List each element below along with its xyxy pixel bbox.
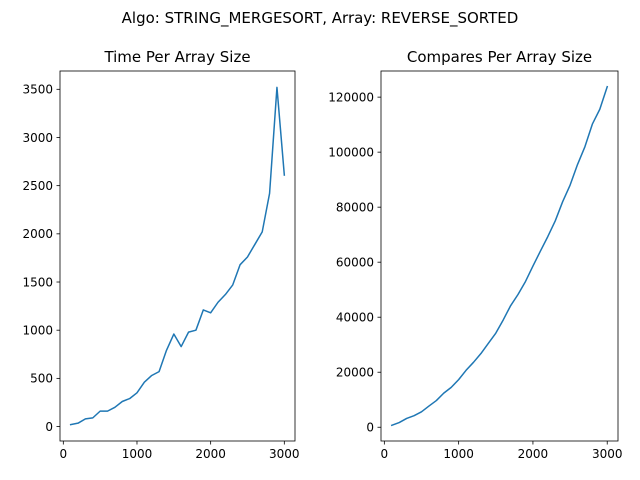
time-chart-frame: [59, 70, 296, 442]
compares-series-line: [390, 85, 609, 427]
compares-y-tick-label: 40000: [336, 311, 374, 325]
time-y-tick-label: 0: [45, 420, 53, 434]
compares-x-tick-label: 2000: [518, 447, 549, 461]
time-chart-x-axis: 0 1000 2000 3000: [59, 441, 300, 461]
time-x-tick-label: 2000: [195, 447, 226, 461]
compares-y-tick-label: 80000: [336, 200, 374, 214]
figure-suptitle: Algo: STRING_MERGESORT, Array: REVERSE_S…: [122, 9, 519, 28]
compares-y-tick-label: 0: [366, 421, 374, 435]
compares-x-tick-label: 3000: [592, 447, 623, 461]
compares-chart-frame: [380, 70, 619, 442]
time-y-tick-label: 3000: [22, 131, 53, 145]
time-chart-title: Time Per Array Size: [103, 48, 250, 66]
time-y-tick-label: 2000: [22, 227, 53, 241]
compares-chart-y-axis: 0 20000 40000 60000 80000 100000 120000: [328, 90, 381, 435]
compares-y-tick-label: 120000: [328, 90, 374, 104]
time-y-tick-label: 1000: [22, 323, 53, 337]
compares-y-tick-label: 60000: [336, 255, 374, 269]
compares-y-tick-label: 20000: [336, 366, 374, 380]
compares-chart-title: Compares Per Array Size: [407, 48, 592, 66]
time-y-tick-label: 1500: [22, 275, 53, 289]
compares-chart: Compares Per Array Size 0 1000 2000 3000 0 2…: [328, 48, 622, 461]
time-x-tick-label: 1000: [122, 447, 153, 461]
time-y-tick-label: 2500: [22, 179, 53, 193]
time-chart-plot-area: [69, 86, 286, 426]
time-chart-y-axis: 0 500 1000 1500 2000 2500 3000 3500: [22, 83, 60, 434]
compares-x-tick-label: 1000: [443, 447, 474, 461]
time-x-tick-label: 0: [59, 447, 67, 461]
time-series-line: [69, 86, 286, 426]
time-x-tick-label: 3000: [269, 447, 300, 461]
compares-chart-x-axis: 0 1000 2000 3000: [381, 441, 623, 461]
compares-chart-plot-area: [390, 85, 609, 427]
time-y-tick-label: 3500: [22, 83, 53, 97]
time-y-tick-label: 500: [30, 372, 53, 386]
time-chart: Time Per Array Size 0 1000 2000 3000 0 500 10…: [22, 48, 299, 461]
compares-x-tick-label: 0: [381, 447, 389, 461]
compares-y-tick-label: 100000: [328, 145, 374, 159]
